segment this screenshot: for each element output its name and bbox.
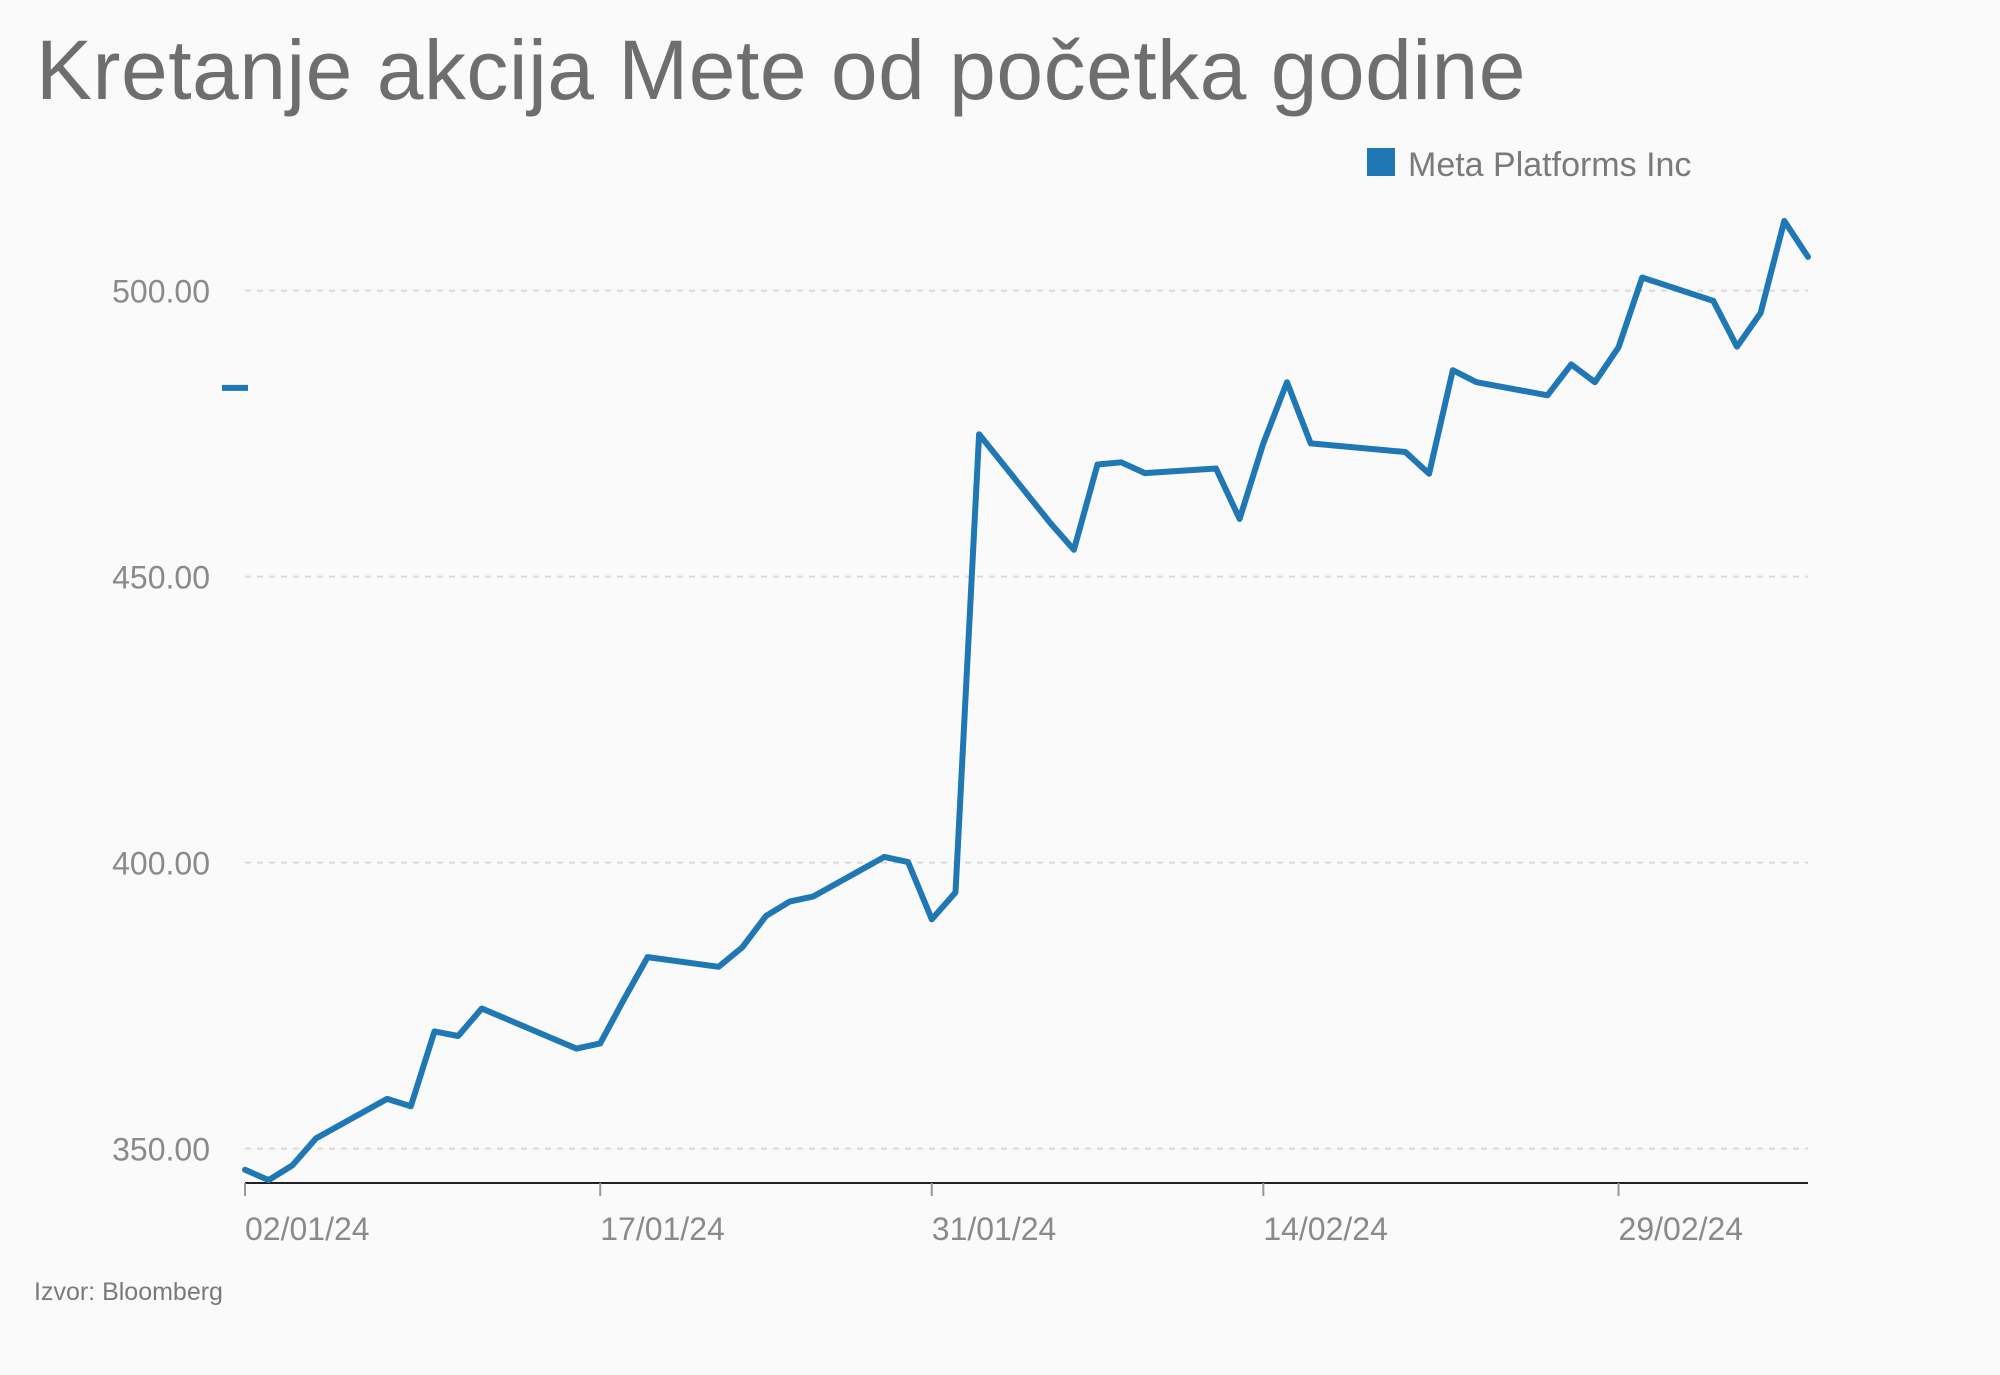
legend: Meta Platforms Inc	[1367, 146, 1691, 184]
x-tick-label: 29/02/24	[1619, 1211, 1744, 1247]
x-axis: 02/01/24 17/01/24 31/01/24 14/02/24 29/02/24	[244, 1182, 1808, 1247]
series-line-meta-platforms	[242, 217, 1811, 1184]
x-tick-label: 31/01/24	[932, 1211, 1057, 1247]
x-tick-label: 14/02/24	[1263, 1211, 1388, 1247]
source-note: Izvor: Bloomberg	[34, 1278, 223, 1306]
x-tick-label: 02/01/24	[245, 1211, 370, 1247]
y-gridlines	[245, 289, 1808, 1150]
y-tick-label: 350.00	[112, 1132, 210, 1168]
y-tick-label: 450.00	[112, 560, 210, 596]
x-tick-label: 17/01/24	[600, 1211, 725, 1247]
legend-label-meta-platforms: Meta Platforms Inc	[1408, 146, 1691, 184]
y-tick-label: 400.00	[112, 846, 210, 882]
y-tick-label: 500.00	[112, 274, 210, 310]
series-layer	[242, 217, 1811, 1184]
chart-title: Kretanje akcija Mete od početka godine	[36, 23, 1526, 117]
y-axis: 350.00 400.00 450.00 500.00	[112, 274, 248, 1168]
legend-swatch-meta-platforms	[1367, 148, 1395, 176]
